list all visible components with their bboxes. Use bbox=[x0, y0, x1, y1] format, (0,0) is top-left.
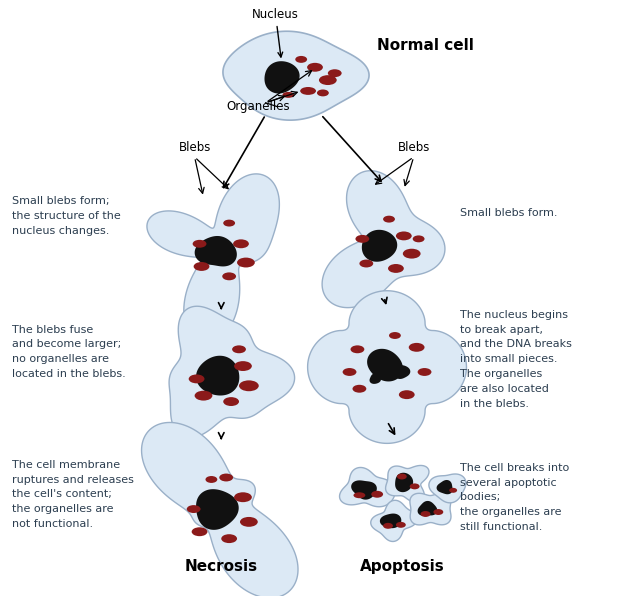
Ellipse shape bbox=[232, 346, 246, 353]
Ellipse shape bbox=[403, 249, 421, 259]
Ellipse shape bbox=[219, 473, 233, 481]
Polygon shape bbox=[362, 230, 398, 262]
Ellipse shape bbox=[396, 232, 411, 241]
Ellipse shape bbox=[317, 89, 329, 97]
Polygon shape bbox=[196, 489, 239, 530]
Text: Organelles: Organelles bbox=[226, 100, 290, 113]
Ellipse shape bbox=[383, 215, 395, 223]
Ellipse shape bbox=[410, 484, 420, 490]
Ellipse shape bbox=[328, 69, 341, 77]
Polygon shape bbox=[429, 474, 466, 503]
Polygon shape bbox=[370, 500, 417, 541]
Ellipse shape bbox=[195, 391, 212, 401]
Ellipse shape bbox=[240, 517, 258, 527]
Polygon shape bbox=[169, 306, 295, 438]
Ellipse shape bbox=[193, 240, 207, 248]
Ellipse shape bbox=[223, 220, 235, 227]
Polygon shape bbox=[394, 365, 410, 379]
Ellipse shape bbox=[421, 511, 430, 517]
Ellipse shape bbox=[433, 509, 444, 515]
Polygon shape bbox=[223, 31, 369, 120]
Ellipse shape bbox=[359, 260, 373, 268]
Text: The cell breaks into
several apoptotic
bodies;
the organelles are
still function: The cell breaks into several apoptotic b… bbox=[460, 463, 570, 532]
Polygon shape bbox=[437, 480, 452, 494]
Ellipse shape bbox=[355, 235, 369, 243]
Polygon shape bbox=[322, 170, 445, 308]
Ellipse shape bbox=[237, 257, 255, 268]
Polygon shape bbox=[410, 493, 451, 525]
Ellipse shape bbox=[409, 343, 425, 352]
Text: Blebs: Blebs bbox=[398, 141, 430, 154]
Ellipse shape bbox=[397, 473, 407, 479]
Text: The cell membrane
ruptures and releases
the cell's content;
the organelles are
n: The cell membrane ruptures and releases … bbox=[12, 460, 134, 529]
Ellipse shape bbox=[383, 523, 393, 529]
Ellipse shape bbox=[413, 235, 425, 242]
Polygon shape bbox=[386, 466, 429, 503]
Ellipse shape bbox=[234, 361, 252, 371]
Ellipse shape bbox=[307, 63, 323, 72]
Text: Necrosis: Necrosis bbox=[185, 559, 258, 574]
Text: Normal cell: Normal cell bbox=[377, 38, 474, 53]
Ellipse shape bbox=[353, 492, 365, 498]
Polygon shape bbox=[195, 236, 237, 266]
Ellipse shape bbox=[295, 56, 307, 63]
Polygon shape bbox=[367, 349, 403, 382]
Polygon shape bbox=[340, 467, 395, 507]
Ellipse shape bbox=[192, 527, 207, 536]
Polygon shape bbox=[147, 174, 279, 343]
Polygon shape bbox=[418, 501, 437, 516]
Polygon shape bbox=[370, 373, 381, 384]
Ellipse shape bbox=[282, 92, 294, 98]
Polygon shape bbox=[380, 514, 401, 528]
Ellipse shape bbox=[353, 385, 366, 392]
Text: The blebs fuse
and become larger;
no organelles are
located in the blebs.: The blebs fuse and become larger; no org… bbox=[12, 325, 126, 379]
Ellipse shape bbox=[205, 476, 217, 483]
Ellipse shape bbox=[221, 534, 237, 543]
Polygon shape bbox=[196, 356, 239, 395]
Ellipse shape bbox=[418, 368, 432, 376]
Text: Small blebs form.: Small blebs form. bbox=[460, 208, 558, 218]
Ellipse shape bbox=[350, 346, 364, 353]
Polygon shape bbox=[142, 422, 298, 598]
Ellipse shape bbox=[222, 272, 236, 280]
Ellipse shape bbox=[301, 87, 316, 95]
Polygon shape bbox=[307, 291, 466, 443]
Ellipse shape bbox=[389, 332, 401, 339]
Polygon shape bbox=[265, 61, 300, 94]
Ellipse shape bbox=[189, 374, 205, 383]
Ellipse shape bbox=[388, 264, 404, 273]
Ellipse shape bbox=[239, 380, 259, 391]
Text: Nucleus: Nucleus bbox=[252, 8, 299, 57]
Polygon shape bbox=[395, 473, 413, 492]
Ellipse shape bbox=[396, 522, 406, 528]
Text: Apoptosis: Apoptosis bbox=[360, 559, 444, 574]
Ellipse shape bbox=[449, 488, 457, 493]
Ellipse shape bbox=[371, 491, 383, 498]
Text: Small blebs form;
the structure of the
nucleus changes.: Small blebs form; the structure of the n… bbox=[12, 196, 121, 236]
Ellipse shape bbox=[233, 239, 249, 248]
Ellipse shape bbox=[193, 262, 209, 271]
Ellipse shape bbox=[186, 505, 200, 513]
Ellipse shape bbox=[234, 492, 252, 502]
Ellipse shape bbox=[223, 397, 239, 406]
Text: The nucleus begins
to break apart,
and the DNA breaks
into small pieces.
The org: The nucleus begins to break apart, and t… bbox=[460, 310, 572, 409]
Text: Blebs: Blebs bbox=[178, 141, 211, 154]
Ellipse shape bbox=[319, 75, 336, 85]
Ellipse shape bbox=[343, 368, 357, 376]
Ellipse shape bbox=[399, 390, 415, 399]
Polygon shape bbox=[351, 481, 377, 500]
